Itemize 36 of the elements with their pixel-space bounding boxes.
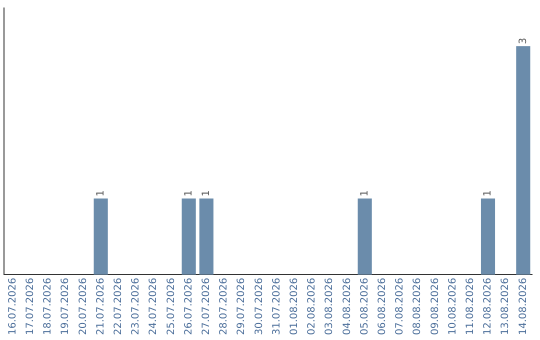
x-tick-label: 07.08.2026 (394, 278, 406, 336)
x-tick-label: 20.07.2026 (78, 278, 89, 336)
x-tick-label: 16.07.2026 (7, 278, 18, 336)
x-tick-label: 08.08.2026 (412, 278, 424, 336)
x-tick-label: 12.08.2026 (482, 278, 494, 336)
x-tick-label: 18.07.2026 (42, 278, 54, 336)
x-tick-label: 28.07.2026 (218, 278, 230, 336)
x-tick-label: 29.07.2026 (236, 278, 248, 336)
x-tick-label: 04.08.2026 (342, 278, 353, 336)
x-tick-label: 23.07.2026 (130, 278, 142, 336)
data-label: 1 (95, 190, 106, 197)
x-tick-label: 17.07.2026 (24, 278, 36, 336)
x-tick-label: 26.07.2026 (183, 278, 194, 336)
x-tick-label: 30.07.2026 (254, 278, 265, 336)
x-tick-label: 05.08.2026 (359, 278, 370, 336)
data-label: 1 (482, 190, 494, 197)
x-tick-label: 13.08.2026 (500, 278, 512, 336)
x-tick-label: 14.08.2026 (518, 278, 529, 336)
x-tick-label: 24.07.2026 (148, 278, 160, 336)
x-tick-label: 22.07.2026 (112, 278, 124, 336)
data-label: 1 (359, 190, 370, 197)
x-tick-label: 21.07.2026 (95, 278, 106, 336)
x-tick-label: 03.08.2026 (324, 278, 336, 336)
data-label: 1 (200, 190, 212, 197)
x-tick-label: 01.08.2026 (288, 278, 300, 336)
data-label: 3 (518, 38, 529, 44)
x-tick-label: 31.07.2026 (271, 278, 282, 336)
x-tick-label: 02.08.2026 (306, 278, 318, 336)
x-tick-label: 11.08.2026 (464, 278, 476, 336)
x-tick-label: 19.07.2026 (60, 278, 72, 336)
x-tick-label: 25.07.2026 (166, 278, 177, 336)
x-tick-label: 10.08.2026 (447, 278, 458, 336)
x-tick-label: 06.08.2026 (376, 278, 388, 336)
x-tick-label: 27.07.2026 (200, 278, 212, 336)
data-label: 1 (183, 190, 194, 197)
x-tick-label: 09.08.2026 (430, 278, 441, 336)
